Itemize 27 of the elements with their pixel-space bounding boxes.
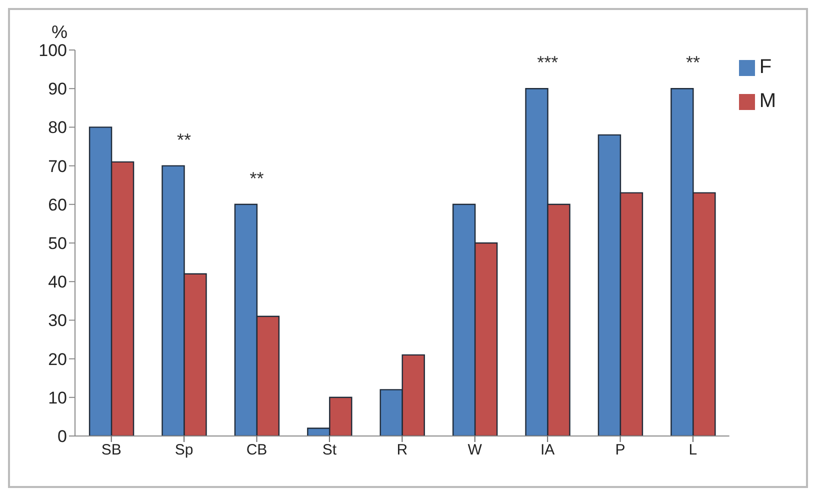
y-tick-label: 0 <box>58 427 67 446</box>
x-tick-label: R <box>396 442 408 459</box>
y-axis-title: % <box>51 22 68 42</box>
legend-label: M <box>759 90 776 112</box>
annotation: ** <box>686 52 700 73</box>
y-tick-label: 40 <box>48 272 67 292</box>
x-tick-label: Sp <box>174 442 194 459</box>
x-tick-label: P <box>615 442 626 459</box>
x-tick-label: SB <box>101 442 122 459</box>
y-tick-label: 90 <box>48 80 67 99</box>
x-tick-label: IA <box>540 442 555 459</box>
y-tick-label: 30 <box>48 311 67 330</box>
y-tick-label: 50 <box>48 234 67 254</box>
x-tick-label: CB <box>246 442 268 459</box>
legend-label: F <box>759 56 772 78</box>
annotation: ** <box>250 168 264 188</box>
y-tick-label: 100 <box>38 41 67 60</box>
annotation: ** <box>177 130 192 150</box>
x-tick-label: W <box>468 442 483 459</box>
annotation: *** <box>537 52 558 73</box>
y-tick-label: 80 <box>48 118 67 138</box>
x-tick-label: St <box>322 442 338 459</box>
y-tick-label: 60 <box>48 195 67 214</box>
x-tick-label: L <box>688 442 698 459</box>
y-tick-label: 70 <box>48 156 67 176</box>
y-tick-label: 10 <box>48 388 67 408</box>
y-tick-label: 20 <box>48 350 67 369</box>
